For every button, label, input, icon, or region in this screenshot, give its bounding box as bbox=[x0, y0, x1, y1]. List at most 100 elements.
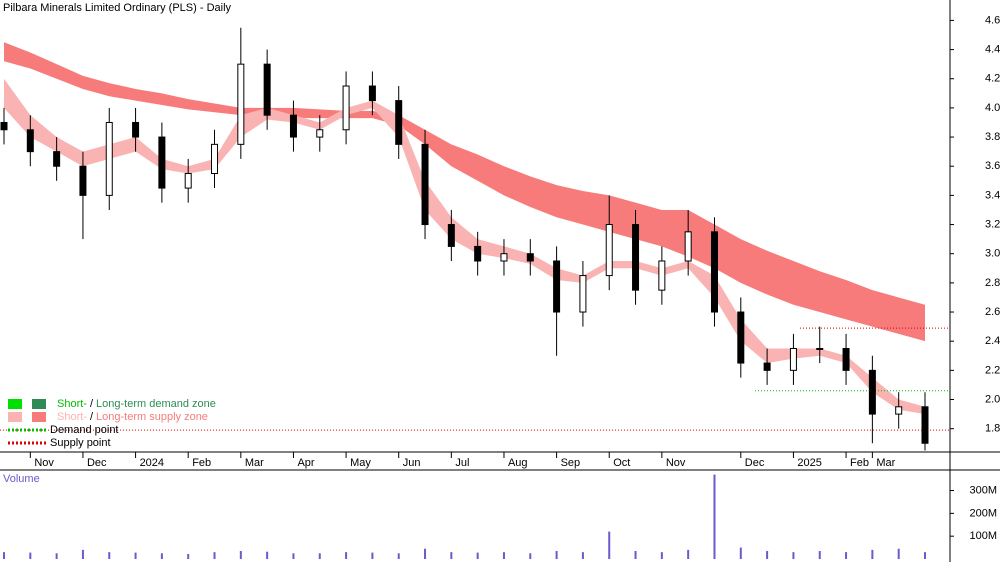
legend-swatch bbox=[32, 412, 46, 422]
candle-body bbox=[921, 406, 929, 444]
volume-bar bbox=[134, 552, 137, 559]
volume-bar bbox=[792, 552, 795, 559]
candle-body bbox=[26, 129, 34, 153]
x-tick-label: Jun bbox=[403, 457, 421, 469]
candle-body bbox=[500, 253, 508, 262]
volume-bar bbox=[555, 551, 558, 559]
y-tick-label: 4.6 bbox=[985, 14, 1000, 26]
y-tick-label: 3.0 bbox=[985, 248, 1000, 260]
x-tick-label: Apr bbox=[297, 457, 314, 469]
volume-bar bbox=[502, 552, 505, 559]
volume-bar bbox=[213, 552, 216, 559]
candle-body bbox=[763, 362, 771, 371]
volume-bar bbox=[924, 552, 926, 559]
volume-bar bbox=[687, 549, 690, 559]
y-tick-label: 2.6 bbox=[985, 306, 1000, 318]
y-tick-label: 3.4 bbox=[985, 189, 1000, 201]
x-tick-label: Sep bbox=[561, 457, 581, 469]
y-tick-label: 2.4 bbox=[985, 335, 1000, 347]
candle-body bbox=[368, 85, 376, 102]
candle-body bbox=[710, 231, 718, 313]
candle-body bbox=[53, 151, 61, 167]
x-tick-label: May bbox=[350, 457, 371, 469]
volume-bar bbox=[529, 553, 532, 559]
candle-body bbox=[474, 245, 482, 262]
volume-bar bbox=[450, 552, 453, 559]
y-tick-label: 4.2 bbox=[985, 73, 1000, 85]
candle-body bbox=[158, 136, 166, 189]
candle-body bbox=[395, 100, 403, 145]
legend-swatch bbox=[8, 399, 22, 409]
legend-text: Long-term demand zone bbox=[96, 398, 216, 410]
legend-text: / bbox=[90, 398, 94, 410]
legend-label: Short- / Long-term demand zone bbox=[57, 398, 216, 410]
volume-label: Volume bbox=[3, 473, 40, 485]
y-tick-label: 3.2 bbox=[985, 218, 1000, 230]
candle-body bbox=[632, 224, 640, 291]
candle-body bbox=[105, 121, 113, 196]
short-term-zone bbox=[4, 78, 925, 415]
candle-body bbox=[237, 63, 245, 145]
volume-bar bbox=[292, 553, 295, 559]
volume-bar bbox=[397, 553, 400, 559]
volume-bar bbox=[29, 552, 32, 559]
candle-body bbox=[184, 173, 192, 189]
volume-bar bbox=[739, 547, 742, 559]
volume-bar bbox=[476, 552, 479, 559]
volume-bar bbox=[3, 552, 5, 559]
x-tick-label: Aug bbox=[508, 457, 528, 469]
y-tick-label: 1.8 bbox=[985, 423, 1000, 435]
legend-swatch bbox=[32, 399, 46, 409]
candle-body bbox=[421, 143, 429, 226]
x-tick-label: Dec bbox=[87, 457, 107, 469]
volume-bar bbox=[871, 549, 874, 559]
x-tick-label: Nov bbox=[666, 457, 686, 469]
long-term-zone bbox=[4, 42, 925, 342]
volume-bar bbox=[713, 474, 716, 559]
legend-text: Long-term supply zone bbox=[96, 411, 208, 423]
volume-bar bbox=[345, 552, 348, 559]
legend-label: Demand point bbox=[50, 424, 119, 436]
y-tick-label: 4.0 bbox=[985, 102, 1000, 114]
legend-text: Demand point bbox=[50, 424, 119, 436]
volume-bar bbox=[108, 552, 111, 559]
y-tick-label: 3.6 bbox=[985, 160, 1000, 172]
volume-bar bbox=[634, 551, 637, 559]
y-tick-label: 2.0 bbox=[985, 393, 1000, 405]
x-tick-label: 2025 bbox=[797, 457, 821, 469]
candle-body bbox=[868, 369, 876, 415]
volume-bar bbox=[766, 551, 769, 559]
candle-body bbox=[0, 121, 8, 131]
volume-tick-label: 200M bbox=[969, 507, 997, 519]
y-tick-label: 2.8 bbox=[985, 277, 1000, 289]
candle-body bbox=[684, 231, 692, 262]
volume-bar bbox=[371, 552, 374, 559]
candle-body bbox=[605, 224, 613, 277]
candle-body bbox=[789, 347, 797, 371]
volume-bar bbox=[187, 553, 190, 559]
candle-body bbox=[316, 129, 324, 138]
candle-body bbox=[447, 224, 455, 247]
candle-body bbox=[579, 275, 587, 313]
y-tick-label: 4.4 bbox=[985, 43, 1000, 55]
x-tick-label: Feb bbox=[850, 457, 869, 469]
candle-body bbox=[289, 114, 297, 138]
volume-bar bbox=[424, 548, 427, 559]
legend-swatch bbox=[8, 412, 22, 422]
volume-bar bbox=[239, 551, 242, 559]
volume-bar bbox=[660, 552, 663, 559]
candle-body bbox=[553, 260, 561, 313]
x-tick-label: Feb bbox=[192, 457, 211, 469]
legend-label: Supply point bbox=[50, 437, 111, 449]
x-tick-label: Jul bbox=[455, 457, 469, 469]
volume-bar bbox=[81, 549, 84, 559]
legend-label: Short- / Long-term supply zone bbox=[57, 411, 208, 423]
x-tick-label: Oct bbox=[613, 457, 630, 469]
x-tick-label: Nov bbox=[34, 457, 54, 469]
volume-bar bbox=[55, 553, 58, 559]
volume-bar bbox=[266, 551, 269, 559]
y-tick-label: 3.8 bbox=[985, 131, 1000, 143]
volume-bar bbox=[897, 548, 900, 559]
candle-body bbox=[842, 347, 850, 371]
candle-body bbox=[526, 253, 534, 262]
